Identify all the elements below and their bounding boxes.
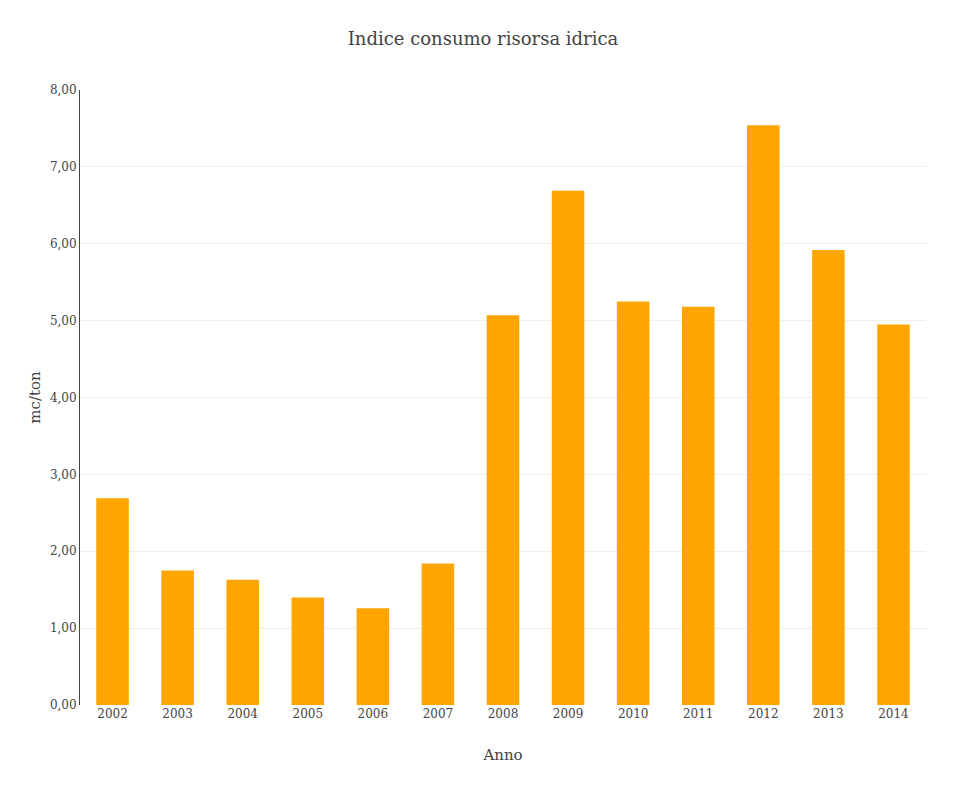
- svg-text:4,00: 4,00: [50, 391, 77, 405]
- svg-text:2007: 2007: [423, 707, 454, 721]
- svg-text:2002: 2002: [97, 707, 128, 721]
- svg-text:5,00: 5,00: [50, 314, 77, 328]
- svg-text:0,00: 0,00: [50, 698, 77, 712]
- svg-text:2,00: 2,00: [50, 544, 77, 558]
- svg-text:2008: 2008: [488, 707, 519, 721]
- svg-text:1,00: 1,00: [50, 621, 77, 635]
- svg-text:Indice consumo risorsa idrica: Indice consumo risorsa idrica: [348, 28, 619, 49]
- svg-text:2004: 2004: [227, 707, 258, 721]
- svg-text:6,00: 6,00: [50, 237, 77, 251]
- svg-text:2011: 2011: [683, 707, 714, 721]
- svg-text:2009: 2009: [553, 707, 584, 721]
- svg-text:2012: 2012: [748, 707, 779, 721]
- svg-text:2005: 2005: [292, 707, 323, 721]
- svg-text:mc/ton: mc/ton: [26, 371, 44, 424]
- svg-text:7,00: 7,00: [50, 160, 77, 174]
- svg-text:8,00: 8,00: [50, 83, 77, 97]
- svg-text:3,00: 3,00: [50, 468, 77, 482]
- svg-text:2010: 2010: [618, 707, 649, 721]
- svg-text:2013: 2013: [813, 707, 844, 721]
- svg-text:2003: 2003: [162, 707, 193, 721]
- svg-text:2014: 2014: [878, 707, 909, 721]
- svg-text:2006: 2006: [358, 707, 389, 721]
- svg-text:Anno: Anno: [482, 746, 522, 764]
